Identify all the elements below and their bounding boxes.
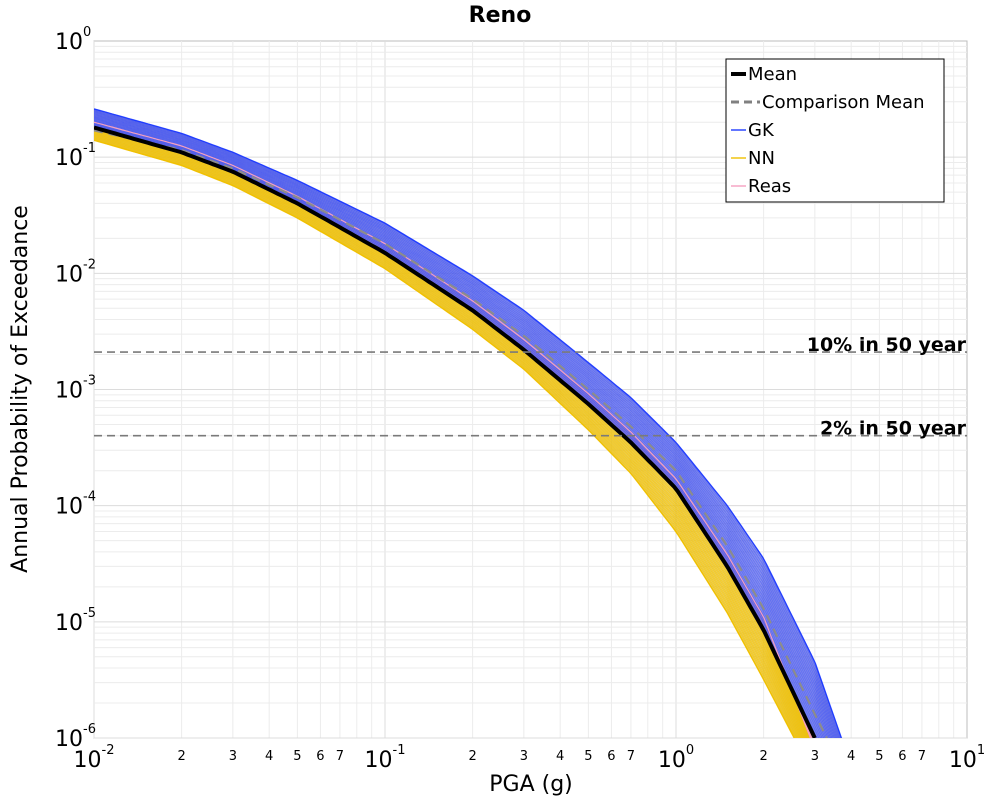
y-tick-label: 10-1: [55, 141, 96, 171]
x-tick-label: 10-2: [74, 743, 115, 773]
reas-series-line: [94, 121, 812, 738]
x-axis-label: PGA (g): [489, 772, 573, 797]
x-minor-tick-label: 4: [265, 749, 273, 764]
gk-series-line: [94, 108, 842, 738]
y-axis-label: Annual Probability of Exceedance: [8, 205, 33, 573]
x-minor-tick-label: 6: [898, 749, 906, 764]
x-minor-tick-label: 6: [316, 749, 324, 764]
legend: Mean Comparison Mean GK NN Reas: [725, 58, 945, 203]
comparison-mean-line: [94, 129, 828, 738]
x-minor-tick-label: 2: [468, 749, 476, 764]
mean-line: [94, 125, 817, 738]
x-minor-tick-label: 3: [229, 749, 237, 764]
legend-label: Comparison Mean: [762, 92, 925, 113]
legend-label: GK: [748, 120, 775, 141]
reference-lines: 10% in 50 year 2% in 50 year: [94, 334, 967, 440]
x-minor-tick-label: 5: [293, 749, 301, 764]
y-tick-label: 10-6: [55, 722, 96, 752]
x-minor-tick-label: 7: [918, 749, 926, 764]
legend-label: NN: [748, 148, 775, 169]
chart-title: Reno: [469, 3, 532, 28]
nn-series-line: [94, 139, 795, 738]
y-tick-label: 100: [55, 25, 91, 55]
x-minor-tick-label: 7: [336, 749, 344, 764]
x-minor-tick-label: 5: [875, 749, 883, 764]
y-tick-label: 10-5: [55, 606, 96, 636]
y-tick-label: 10-4: [55, 490, 96, 520]
x-minor-tick-label: 4: [556, 749, 564, 764]
x-minor-tick-label: 4: [847, 749, 855, 764]
legend-box: [725, 58, 945, 203]
x-minor-tick-label: 7: [627, 749, 635, 764]
x-minor-tick-label: 2: [177, 749, 185, 764]
series-lines: [94, 108, 842, 738]
x-tick-label: 100: [658, 743, 694, 773]
x-minor-tick-label: 2: [759, 749, 767, 764]
y-tick-label: 10-3: [55, 374, 96, 404]
x-tick-label: 10-1: [365, 743, 406, 773]
x-minor-tick-label: 3: [520, 749, 528, 764]
reference-line-label: 2% in 50 year: [820, 418, 967, 440]
x-minor-tick-label: 3: [811, 749, 819, 764]
y-tick-label: 10-2: [55, 257, 96, 287]
x-minor-tick-label: 6: [607, 749, 615, 764]
reference-line-label: 10% in 50 year: [807, 334, 967, 356]
x-tick-label: 101: [949, 743, 985, 773]
x-minor-tick-label: 5: [584, 749, 592, 764]
legend-label: Reas: [748, 176, 791, 197]
legend-label: Mean: [748, 64, 797, 85]
